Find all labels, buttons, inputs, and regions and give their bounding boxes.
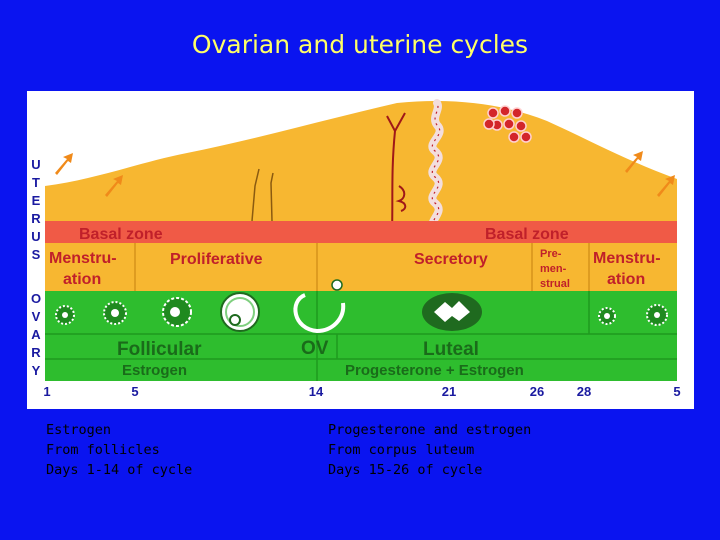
endometrium-layer xyxy=(45,101,677,231)
svg-text:U: U xyxy=(31,229,40,244)
svg-text:T: T xyxy=(32,175,40,190)
svg-text:A: A xyxy=(31,327,41,342)
note-line: Days 15-26 of cycle xyxy=(328,462,483,478)
svg-text:V: V xyxy=(32,309,41,324)
menstruation-right-line2: ation xyxy=(607,271,645,288)
premenstrual-line2: men- xyxy=(540,263,567,275)
shedding-arrows xyxy=(55,151,675,197)
progesterone-estrogen-label: Progesterone + Estrogen xyxy=(345,362,524,379)
basal-zone-left-label: Basal zone xyxy=(79,226,163,243)
note-line: Days 1-14 of cycle xyxy=(46,462,193,478)
cycle-diagram: U T E R U S O V A R Y xyxy=(27,91,694,409)
ov-label: OV xyxy=(301,338,329,359)
basal-zone-band xyxy=(45,221,677,243)
day-tick: 1 xyxy=(43,384,50,399)
uterus-side-label: U T E R U S xyxy=(31,157,41,262)
day-tick: 21 xyxy=(442,384,456,399)
ovary-side-label: O V A R Y xyxy=(31,291,41,378)
day-tick: 5 xyxy=(673,384,680,399)
cycle-diagram-svg: U T E R U S O V A R Y xyxy=(31,99,681,399)
day-tick: 14 xyxy=(309,384,324,399)
menstruation-left-line1: Menstru- xyxy=(49,250,117,267)
svg-text:R: R xyxy=(31,211,41,226)
basal-zone-right-label: Basal zone xyxy=(485,226,569,243)
note-line: From follicles xyxy=(46,442,160,458)
svg-text:S: S xyxy=(32,247,41,262)
day-axis: 1 5 14 21 26 28 5 xyxy=(43,384,680,399)
secretory-label: Secretory xyxy=(414,251,488,268)
premenstrual-line3: strual xyxy=(540,278,570,290)
svg-text:E: E xyxy=(32,193,41,208)
day-tick: 28 xyxy=(577,384,591,399)
menstruation-right-line1: Menstru- xyxy=(593,250,661,267)
svg-text:Y: Y xyxy=(32,363,41,378)
proliferative-label: Proliferative xyxy=(170,251,263,268)
ovary-band xyxy=(45,291,677,381)
estrogen-notes: Estrogen From follicles Days 1-14 of cyc… xyxy=(46,420,192,480)
premenstrual-line1: Pre- xyxy=(540,248,562,260)
svg-text:R: R xyxy=(31,345,41,360)
svg-text:O: O xyxy=(31,291,41,306)
menstruation-left-line2: ation xyxy=(63,271,101,288)
day-tick: 26 xyxy=(530,384,544,399)
progesterone-notes: Progesterone and estrogen From corpus lu… xyxy=(328,420,531,480)
phase-dividers xyxy=(134,243,590,291)
estrogen-band-label: Estrogen xyxy=(122,362,187,379)
spiral-artery xyxy=(386,112,407,232)
uterine-glands xyxy=(251,168,274,222)
uterine-phase-band xyxy=(45,243,677,291)
day-tick: 5 xyxy=(131,384,138,399)
follicular-label: Follicular xyxy=(117,339,202,360)
follicle-stages xyxy=(55,279,668,334)
slide-title: Ovarian and uterine cycles xyxy=(191,30,529,59)
note-line: Progesterone and estrogen xyxy=(328,422,532,438)
luteal-label: Luteal xyxy=(423,339,479,360)
note-line: Estrogen xyxy=(46,422,112,438)
blood-cells xyxy=(483,105,532,143)
note-line: From corpus luteum xyxy=(328,442,475,458)
svg-text:U: U xyxy=(31,157,40,172)
